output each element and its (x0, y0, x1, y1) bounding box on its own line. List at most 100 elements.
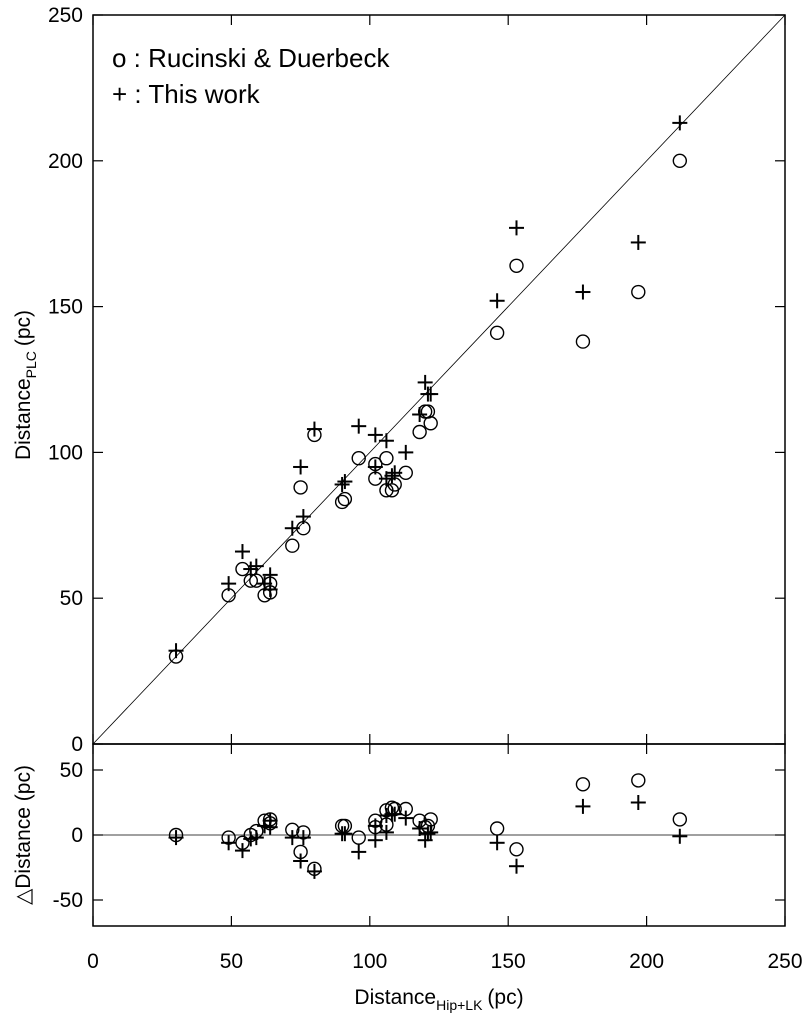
this-work-point (293, 459, 309, 475)
this-work-residual-point (337, 826, 353, 842)
top-y-axis-label-main: Distance (12, 378, 35, 460)
top-y-tick-label: 150 (48, 296, 83, 319)
legend: o : Rucinski & Duerbeck + : This work (112, 43, 390, 109)
this-work-point (234, 544, 250, 560)
this-work-point (295, 509, 311, 525)
bottom-ticks (92, 744, 786, 926)
this-work-residual-point (423, 824, 439, 840)
this-work-residual-point (387, 806, 403, 822)
this-work-residual-point (295, 830, 311, 846)
x-tick-label: 100 (352, 950, 387, 973)
this-work-point (306, 421, 322, 437)
top-panel: 0 50 100 150 200 250 o : Rucinski & Duerbeck … (12, 4, 786, 756)
this-work-point (384, 468, 400, 484)
this-work-residual-point (234, 843, 250, 859)
top-points (168, 115, 688, 664)
this-work-residual-point (221, 835, 237, 851)
rucinski-residual-point (672, 812, 688, 827)
top-y-axis-label-unit: (pc) (12, 310, 35, 346)
this-work-point (351, 418, 367, 434)
x-tick-label: 50 (220, 950, 243, 973)
x-tick-labels: 0 50 100 150 200 250 (87, 950, 802, 973)
rucinski-point (412, 424, 427, 440)
bottom-points (168, 773, 688, 879)
identity-line (92, 14, 786, 745)
rucinski-point (631, 284, 646, 300)
this-work-point (168, 643, 184, 659)
this-work-residual-point (378, 824, 394, 840)
this-work-point (630, 234, 646, 250)
this-work-residual-point (672, 828, 688, 844)
this-work-point (284, 520, 300, 536)
this-work-residual-point (262, 813, 278, 829)
this-work-residual-point (367, 818, 383, 834)
x-axis-label-unit: (pc) (487, 986, 523, 1009)
x-tick-label: 150 (491, 950, 526, 973)
rucinski-point (672, 153, 688, 169)
rucinski-point (334, 494, 350, 510)
rucinski-point (489, 325, 505, 341)
bottom-y-axis-label-main: Distance (pc) (12, 765, 35, 889)
this-work-residual-point (168, 830, 184, 846)
this-work-point (221, 576, 237, 592)
this-work-residual-point (420, 826, 436, 842)
x-tick-label: 0 (87, 950, 99, 973)
this-work-point (334, 476, 350, 492)
rucinski-residual-point (575, 777, 591, 792)
rucinski-residual-point (351, 830, 366, 845)
this-work-point (367, 459, 383, 475)
this-work-residual-point (412, 821, 428, 836)
rucinski-point (575, 334, 591, 349)
rucinski-point (509, 258, 524, 273)
this-work-point (248, 558, 264, 574)
this-work-point (262, 581, 278, 597)
bottom-y-tick-label: 0 (71, 824, 83, 847)
top-y-tick-label: 250 (48, 4, 83, 27)
this-work-residual-point (248, 830, 264, 846)
rucinski-point (285, 538, 300, 553)
legend-entry-this-work: + : This work (112, 79, 261, 109)
this-work-point (367, 427, 383, 443)
x-tick-label: 200 (629, 950, 664, 973)
this-work-point (387, 465, 403, 481)
top-y-tick-label: 50 (60, 587, 83, 610)
x-axis-label: DistanceHip+LK (pc) (354, 986, 523, 1013)
rucinski-residual-point (509, 842, 524, 857)
top-y-tick-labels: 0 50 100 150 200 250 (48, 4, 83, 756)
rucinski-point (337, 491, 353, 507)
this-work-point (489, 293, 505, 309)
rucinski-point (249, 573, 264, 588)
this-work-residual-point (293, 853, 309, 869)
top-y-axis-label: DistancePLC (pc) (12, 310, 39, 460)
this-work-point (575, 284, 591, 300)
rucinski-point (420, 404, 436, 419)
this-work-residual-point (367, 832, 383, 848)
x-axis-label-subscript: Hip+LK (436, 997, 483, 1013)
bottom-y-tick-labels: -50 0 50 (53, 759, 83, 912)
top-y-tick-label: 0 (71, 733, 83, 756)
this-work-point (337, 474, 353, 490)
rucinski-point (423, 416, 438, 431)
this-work-residual-point (509, 858, 525, 874)
bottom-y-tick-label: -50 (53, 889, 83, 912)
top-y-tick-label: 100 (48, 441, 83, 464)
top-y-axis-label-subscript: PLC (23, 351, 39, 378)
rucinski-point (379, 451, 394, 466)
this-work-residual-point (417, 832, 433, 848)
this-work-residual-point (630, 795, 646, 810)
rucinski-residual-point (631, 773, 646, 788)
bottom-y-tick-label: 50 (60, 759, 83, 782)
x-axis-label-main: Distance (354, 986, 436, 1009)
legend-entry-rucinski: o : Rucinski & Duerbeck (112, 43, 390, 73)
this-work-point (378, 433, 394, 449)
this-work-point (417, 374, 433, 390)
this-work-point (262, 567, 278, 583)
this-work-residual-point (306, 863, 322, 879)
rucinski-residual-point (489, 821, 505, 836)
bottom-y-axis-label: △Distance (pc) (12, 765, 35, 905)
this-work-point (672, 115, 688, 131)
rucinski-point (351, 451, 366, 466)
this-work-point (509, 220, 525, 236)
this-work-residual-point (398, 810, 414, 826)
rucinski-point (293, 480, 308, 495)
